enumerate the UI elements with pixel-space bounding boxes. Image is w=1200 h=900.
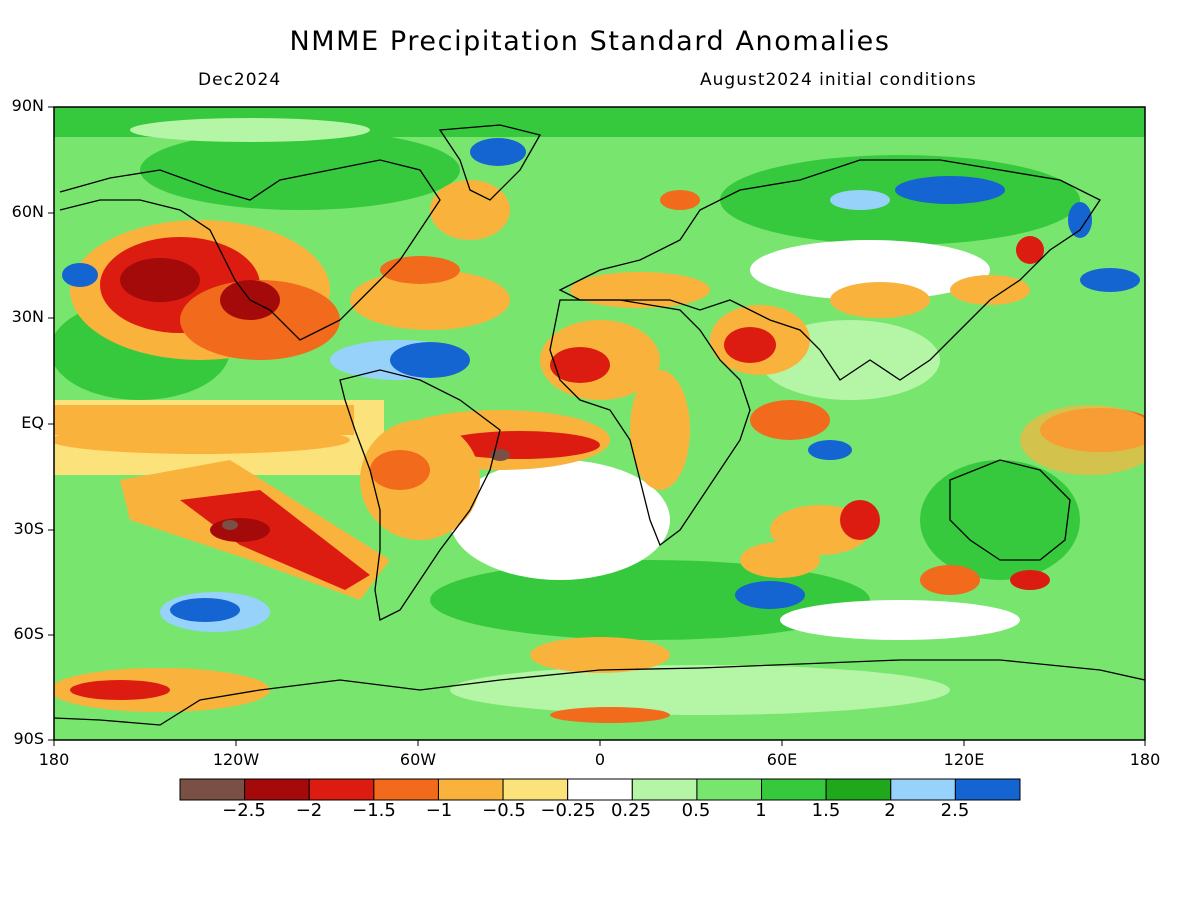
lat-label-90s: 90S [13,729,44,748]
legend-swatch [761,778,827,801]
legend-label: −2 [295,800,323,821]
lon-label-180e: 180 [1129,750,1161,769]
legend-label: 1.5 [811,800,841,821]
initial-conditions: August2024 initial conditions [700,70,977,90]
legend-swatch [437,778,504,801]
legend-swatch [179,778,246,801]
lon-label-180w: 180 [38,750,70,769]
anomaly-field [54,107,1145,740]
legend-swatch [825,778,892,801]
legend-swatch [631,778,698,801]
lat-label-90n: 90N [11,96,44,115]
legend-label: 2 [884,800,896,821]
legend-label: −0.25 [540,800,596,821]
legend-label: −0.5 [482,800,526,821]
lat-label-eq: EQ [21,413,44,432]
lon-label-120w: 120W [212,750,260,769]
coastlines [54,124,1145,726]
legend-swatch [567,778,633,801]
lon-label-60e: 60E [766,750,798,769]
map-title: NMME Precipitation Standard Anomalies [289,26,891,57]
lat-label-60s: 60S [13,624,44,643]
color-legend [179,778,1021,801]
legend-swatch [890,778,956,801]
legend-swatch [308,778,375,801]
lat-label-60n: 60N [11,202,44,221]
legend-swatch [696,778,763,801]
axis-ticks [48,106,1146,746]
lon-label-0: 0 [594,750,606,769]
legend-label: 2.5 [940,800,970,821]
lon-label-120e: 120E [943,750,985,769]
legend-label: 0.25 [610,800,652,821]
legend-swatch [244,778,310,801]
forecast-month: Dec2024 [198,70,282,90]
legend-swatch [954,778,1021,801]
legend-swatch [373,778,439,801]
lat-label-30s: 30S [13,519,44,538]
legend-label: 1 [755,800,767,821]
legend-label: 0.5 [681,800,711,821]
lat-label-30n: 30N [11,307,44,326]
legend-label: −1 [425,800,453,821]
legend-label: −2.5 [222,800,266,821]
lon-label-60w: 60W [399,750,437,769]
legend-swatch [502,778,569,801]
legend-label: −1.5 [352,800,396,821]
